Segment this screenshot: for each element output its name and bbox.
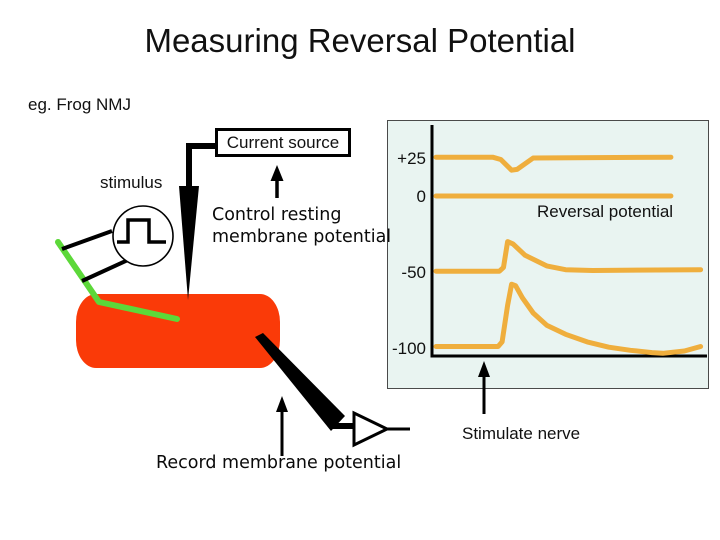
stimulate-nerve-label: Stimulate nerve xyxy=(462,424,581,443)
example-label: eg. Frog NMJ xyxy=(28,95,131,114)
y-tick-label: 0 xyxy=(416,187,426,206)
record-caption: Record membrane potential xyxy=(156,453,402,473)
current-electrode xyxy=(179,186,199,300)
control-arrow-head-icon xyxy=(270,165,284,181)
stimulus-wire-top xyxy=(61,229,113,251)
amplifier-icon xyxy=(352,410,391,448)
pulse-waveform-icon xyxy=(117,218,166,244)
recording-electrode xyxy=(255,333,345,431)
y-tick-label: -100 xyxy=(391,339,426,358)
stimulus-wire-bottom xyxy=(81,257,131,283)
control-caption-line2: membrane potential xyxy=(212,227,392,247)
slide-title: Measuring Reversal Potential xyxy=(144,22,576,59)
muscle-fiber xyxy=(76,294,280,368)
current-source-label: Current source xyxy=(226,133,340,152)
current-source-wire xyxy=(186,143,215,188)
potential-chart-panel xyxy=(387,120,709,389)
record-arrow-head-icon xyxy=(276,396,288,412)
current-source-box: Current source xyxy=(215,128,351,157)
stimulating-electrode xyxy=(55,239,180,322)
stimulus-label: stimulus xyxy=(100,173,163,192)
stimulus-circle xyxy=(112,205,174,267)
y-tick-label: +25 xyxy=(397,149,426,168)
control-caption: Control resting membrane potential xyxy=(212,204,391,248)
reversal-potential-label: Reversal potential xyxy=(537,202,674,221)
y-tick-label: -50 xyxy=(401,263,426,282)
control-caption-line1: Control resting xyxy=(212,205,342,225)
